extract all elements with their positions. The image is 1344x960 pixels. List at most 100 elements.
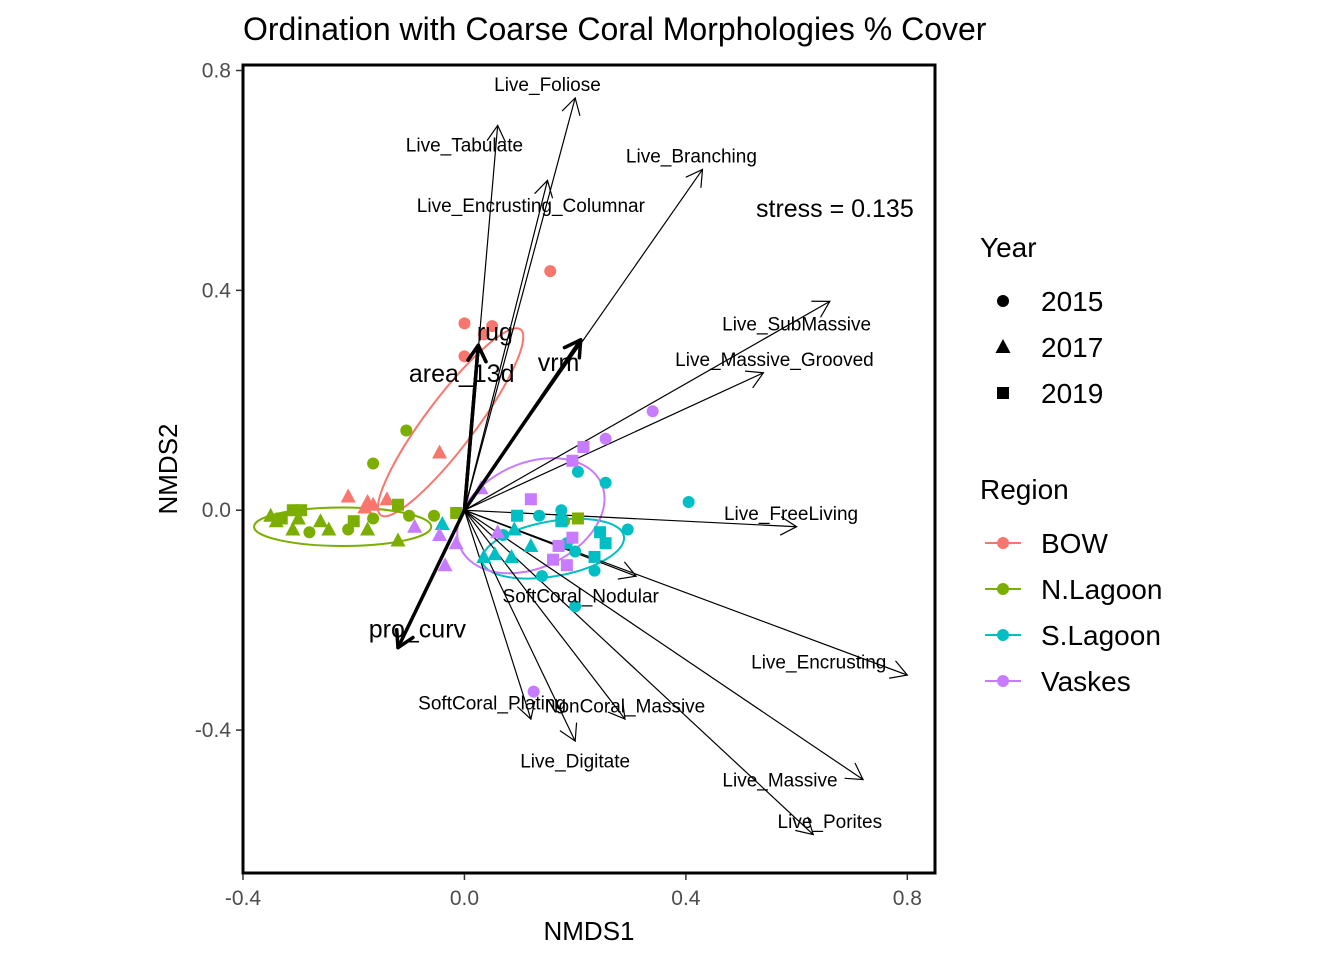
point-bow-circle bbox=[544, 265, 557, 278]
point-vaskes-triangle bbox=[490, 524, 506, 539]
y-tick-label: 0.8 bbox=[202, 59, 231, 82]
species-label-softcoral-plating: SoftCoral_Plating bbox=[418, 694, 566, 715]
env-label-area-13d: area_13d bbox=[409, 360, 515, 388]
species-label-live-tabulate: Live_Tabulate bbox=[406, 136, 523, 157]
point-s-lagoon-square bbox=[511, 509, 524, 522]
point-vaskes-square bbox=[560, 559, 573, 572]
legend-year-label: 2015 bbox=[1041, 286, 1103, 317]
legend-year-title: Year bbox=[980, 232, 1037, 263]
point-s-lagoon-circle bbox=[682, 495, 695, 508]
point-s-lagoon-circle bbox=[571, 465, 584, 478]
env-label-pro-curv: pro_curv bbox=[369, 615, 467, 643]
species-vector-live-massive-grooved bbox=[463, 370, 765, 511]
point-bow-triangle bbox=[379, 491, 395, 506]
point-n-lagoon-square bbox=[347, 515, 360, 528]
species-vector-live-submassive bbox=[463, 300, 831, 511]
species-vector-noncoral-massive bbox=[463, 509, 626, 721]
point-vaskes-triangle bbox=[448, 535, 464, 550]
point-s-lagoon-triangle bbox=[503, 548, 519, 563]
point-s-lagoon-triangle bbox=[506, 521, 522, 536]
legend-region-label: Vaskes bbox=[1041, 666, 1131, 697]
species-label-live-encrusting-columnar: Live_Encrusting_Columnar bbox=[417, 196, 646, 217]
legend-year: Year 2015 2017 2019 bbox=[980, 232, 1103, 409]
point-s-lagoon-circle bbox=[621, 523, 634, 536]
point-s-lagoon-circle bbox=[533, 509, 546, 522]
legend-key-triangle bbox=[995, 339, 1011, 353]
point-s-lagoon-triangle bbox=[434, 515, 450, 530]
species-vector-live-foliose bbox=[463, 96, 581, 511]
legend-year-label: 2019 bbox=[1041, 378, 1103, 409]
species-label-live-massive-grooved: Live_Massive_Grooved bbox=[675, 350, 874, 371]
point-bow-triangle bbox=[432, 444, 448, 459]
legend-year-label: 2017 bbox=[1041, 332, 1103, 363]
x-tick-label: 0.8 bbox=[893, 887, 922, 910]
species-label-noncoral-massive: NonCoral_Massive bbox=[545, 696, 706, 717]
x-tick-label: 0.0 bbox=[450, 887, 479, 910]
point-s-lagoon-circle bbox=[588, 564, 601, 577]
point-n-lagoon-circle bbox=[427, 509, 440, 522]
species-label-live-freeliving: Live_FreeLiving bbox=[724, 504, 858, 525]
point-vaskes-square bbox=[566, 531, 579, 544]
point-vaskes-triangle bbox=[407, 518, 423, 533]
point-s-lagoon-triangle bbox=[487, 546, 503, 561]
legend-key-dot-s-lagoon bbox=[997, 629, 1009, 641]
point-s-lagoon-square bbox=[588, 550, 601, 563]
point-n-lagoon-circle bbox=[403, 509, 416, 522]
point-vaskes-square bbox=[547, 553, 560, 566]
species-label-live-branching: Live_Branching bbox=[626, 147, 757, 168]
point-s-lagoon-circle bbox=[569, 545, 582, 558]
vector-labels: Live_Foliose Live_Tabulate Live_Encrusting… bbox=[369, 75, 887, 833]
point-bow-circle bbox=[486, 320, 499, 333]
legend-key-dot-vaskes bbox=[997, 675, 1009, 687]
x-tick-label: 0.4 bbox=[671, 887, 701, 910]
point-n-lagoon-circle bbox=[367, 512, 380, 525]
point-s-lagoon-circle bbox=[599, 476, 612, 489]
legend-region-label: N.Lagoon bbox=[1041, 574, 1162, 605]
species-vector-live-porites bbox=[463, 509, 815, 836]
point-vaskes-circle bbox=[527, 685, 540, 698]
point-n-lagoon-square bbox=[450, 506, 463, 519]
env-vector-vrm bbox=[462, 338, 583, 512]
point-vaskes-circle bbox=[646, 405, 659, 418]
point-vaskes-circle bbox=[599, 432, 612, 445]
stress-label: stress = 0.135 bbox=[756, 195, 914, 223]
chart-title: Ordination with Coarse Coral Morphologie… bbox=[243, 11, 987, 47]
legend-key-square bbox=[997, 387, 1009, 399]
point-s-lagoon-circle bbox=[555, 504, 568, 517]
env-vector-pro-curv bbox=[394, 508, 467, 650]
point-vaskes-triangle bbox=[432, 526, 448, 541]
point-vaskes-square bbox=[524, 493, 537, 506]
x-axis-title: NMDS1 bbox=[543, 916, 634, 946]
environment-vectors bbox=[394, 338, 583, 650]
point-vaskes-square bbox=[552, 539, 565, 552]
point-bow-circle bbox=[477, 328, 490, 341]
species-vector-live-digitate bbox=[463, 509, 578, 743]
species-vector-live-encrusting bbox=[463, 509, 909, 679]
point-bow-triangle bbox=[340, 488, 356, 503]
plot-panel-border bbox=[241, 63, 937, 875]
species-label-live-encrusting: Live_Encrusting bbox=[751, 652, 886, 673]
point-s-lagoon-square bbox=[594, 526, 607, 539]
legend-region-label: BOW bbox=[1041, 528, 1108, 559]
sample-points bbox=[263, 265, 695, 698]
point-vaskes-triangle bbox=[437, 557, 453, 572]
point-n-lagoon-triangle bbox=[360, 521, 376, 536]
point-vaskes-square bbox=[577, 441, 590, 454]
y-tick-label: -0.4 bbox=[195, 719, 232, 742]
species-label-softcoral-nodular: SoftCoral_Nodular bbox=[503, 586, 660, 607]
legend-region-title: Region bbox=[980, 474, 1069, 505]
species-vector-live-massive bbox=[463, 509, 865, 781]
legend-key-dot-n-lagoon bbox=[997, 583, 1009, 595]
point-n-lagoon-triangle bbox=[313, 513, 329, 528]
env-vector-area-13d bbox=[462, 343, 488, 512]
point-vaskes-square bbox=[566, 454, 579, 467]
point-n-lagoon-square bbox=[392, 498, 405, 511]
point-n-lagoon-circle bbox=[367, 457, 380, 470]
species-label-live-submassive: Live_SubMassive bbox=[722, 314, 871, 335]
env-label-vrm: vrm bbox=[538, 349, 580, 377]
y-tick-label: 0.0 bbox=[202, 499, 231, 522]
x-tick-label: -0.4 bbox=[225, 887, 262, 910]
axes: -0.4 0.0 0.4 0.8 -0.4 0.0 0.4 0.8 bbox=[195, 59, 922, 910]
point-s-lagoon-circle bbox=[535, 570, 548, 583]
